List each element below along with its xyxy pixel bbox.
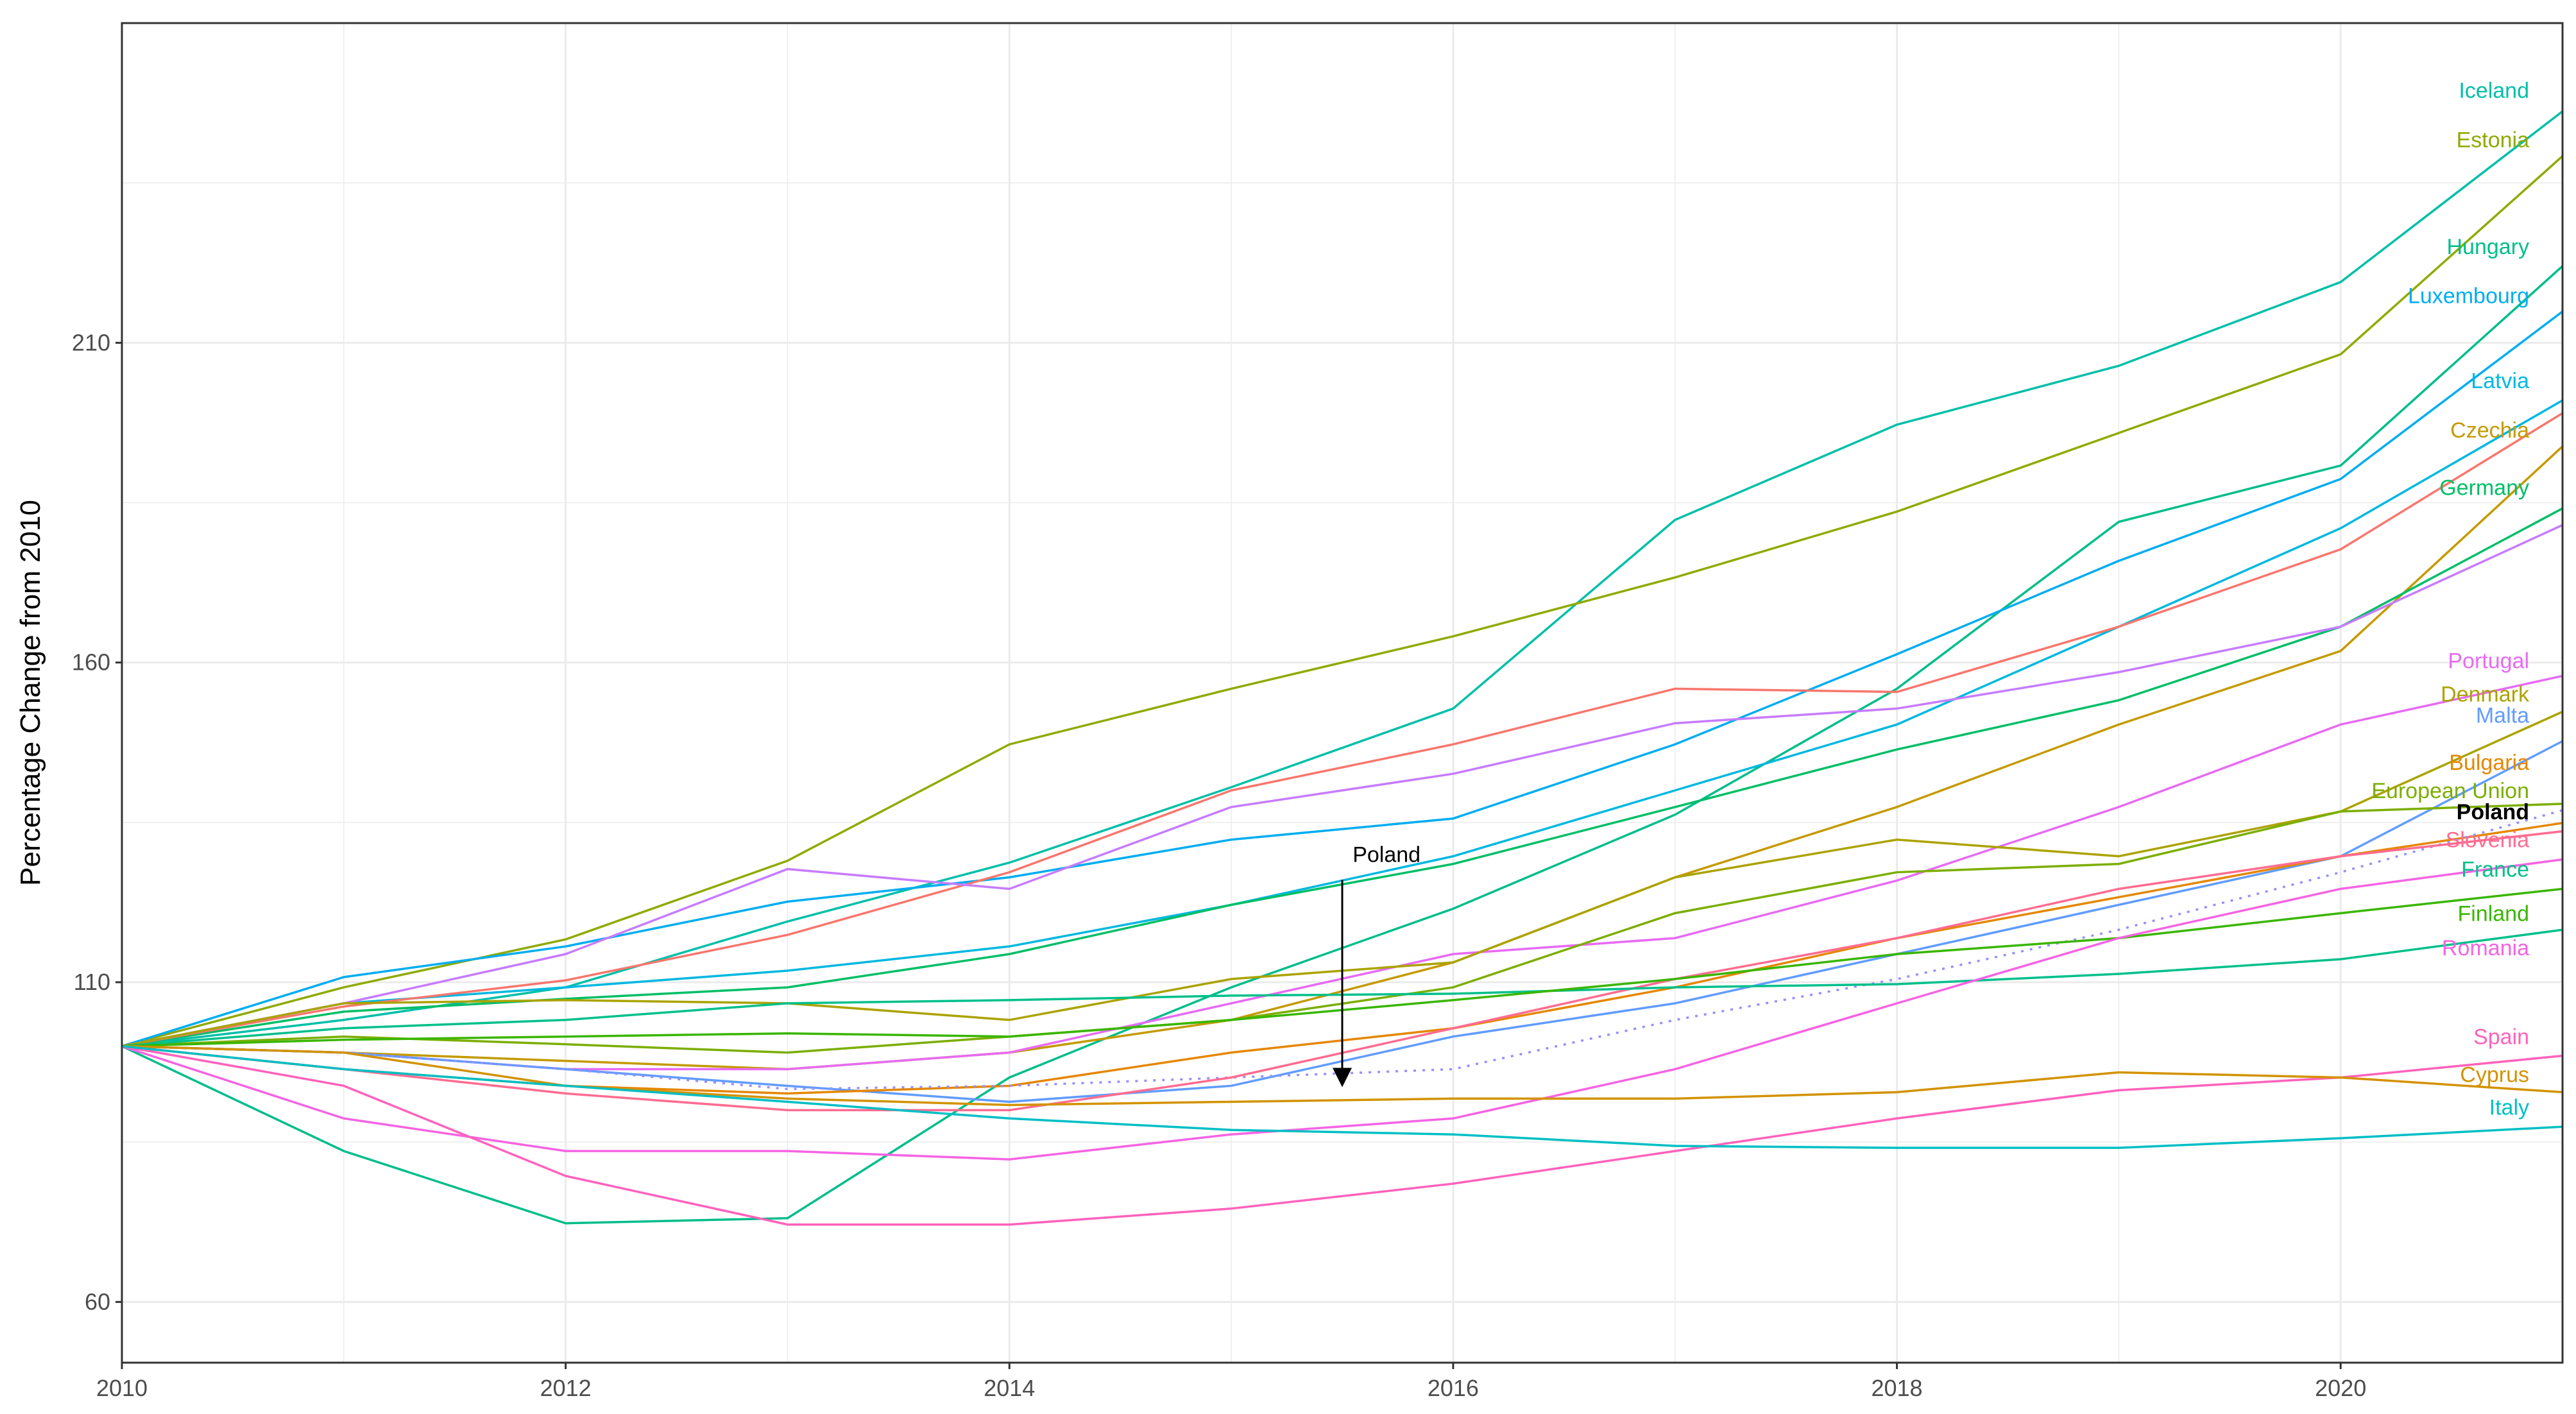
y-axis: 60 110 160 210: [72, 329, 122, 1315]
x-tick-label: 2010: [96, 1375, 148, 1401]
y-tick-label: 160: [72, 649, 110, 676]
x-axis: 2010 2012 2014 2016 2018 2020: [96, 1363, 2366, 1401]
series-line-cyprus: [121, 1044, 2563, 1107]
series-label: Spain: [2473, 1025, 2529, 1050]
series-label: European Union: [2371, 779, 2529, 803]
y-tick-label: 210: [72, 329, 110, 355]
series-label: Portugal: [2448, 649, 2529, 674]
series-label: Slovenia: [2446, 828, 2530, 853]
series-line-luxembourg: [121, 311, 2564, 1048]
x-tick-label: 2016: [1428, 1375, 1479, 1401]
series-label: Poland: [2457, 800, 2529, 824]
series-label: France: [2461, 858, 2529, 882]
series-label: Italy: [2489, 1095, 2529, 1120]
series-label: Hungary: [2446, 235, 2529, 259]
series-line-estonia: [121, 155, 2564, 1048]
series-labels: Iceland Estonia Hungary Luxembourg Latvia Cze…: [2371, 79, 2530, 1120]
series-label: Romania: [2442, 936, 2529, 960]
series-line-unlabeled: [121, 412, 2563, 1048]
series-line-italy: [121, 1044, 2563, 1149]
series-line-unlabeled: [121, 524, 2563, 1048]
plot-panel: [122, 23, 2563, 1363]
series-label: Estonia: [2457, 128, 2529, 152]
series-label: Germany: [2439, 476, 2529, 500]
series-line-spain: [121, 1044, 2563, 1226]
series-label: Latvia: [2471, 369, 2529, 393]
y-tick-label: 60: [85, 1288, 110, 1315]
series-line-iceland: [121, 110, 2564, 1048]
series-line-romania: [121, 858, 2563, 1161]
series-label: Czechia: [2450, 418, 2529, 443]
series-label: Bulgaria: [2449, 751, 2529, 775]
series-label: Malta: [2476, 703, 2529, 728]
series-label: Luxembourg: [2408, 284, 2529, 309]
series-label: Denmark: [2441, 682, 2530, 706]
annotation-label: Poland: [1352, 843, 1420, 867]
x-tick-label: 2020: [2315, 1375, 2366, 1401]
x-tick-label: 2014: [984, 1375, 1035, 1401]
x-tick-label: 2018: [1871, 1375, 1922, 1401]
series-label: Iceland: [2459, 79, 2529, 103]
y-axis-title: Percentage Change from 2010: [15, 500, 46, 886]
series-label: Cyprus: [2460, 1063, 2529, 1087]
annotations: Poland: [1333, 843, 1420, 1087]
y-tick-label: 110: [74, 969, 110, 995]
x-tick-label: 2012: [540, 1375, 592, 1401]
plot-border: [121, 22, 2564, 1364]
series-label: Finland: [2457, 901, 2529, 926]
